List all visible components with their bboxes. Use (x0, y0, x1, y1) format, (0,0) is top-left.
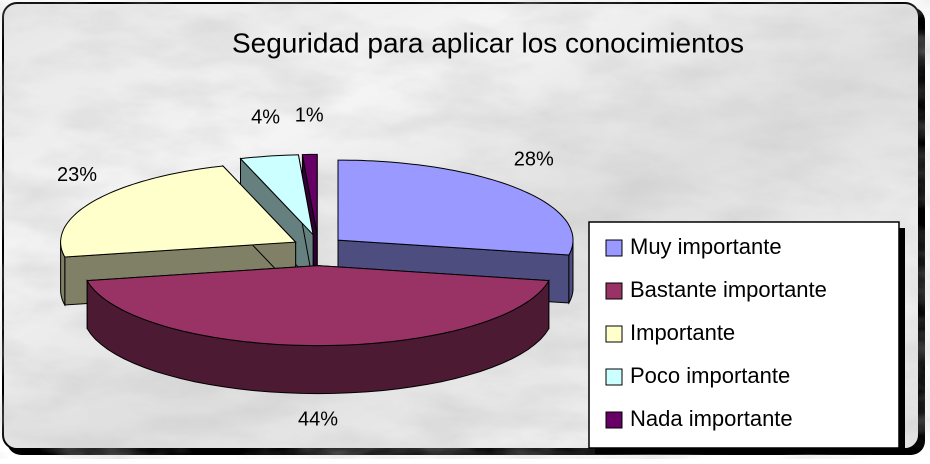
legend-label: Importante (630, 320, 735, 345)
legend-label: Muy importante (630, 234, 782, 259)
pie: 28% 44% 23% 4% 1% (57, 104, 574, 430)
legend-label: Bastante importante (630, 277, 827, 302)
chart-title: Seguridad para aplicar los conocimientos (232, 27, 744, 58)
legend-label: Poco importante (630, 363, 790, 388)
data-label: 1% (295, 104, 324, 126)
legend (588, 221, 900, 449)
legend-label: Nada importante (630, 406, 793, 431)
slice (239, 154, 314, 237)
legend-entries: Muy importante Bastante importante Importa… (605, 234, 827, 431)
slice (86, 265, 550, 347)
data-label: 23% (57, 164, 97, 186)
legend-swatch (605, 239, 623, 257)
legend-swatch (605, 411, 623, 429)
data-label: 44% (298, 408, 338, 430)
legend-swatch (605, 282, 623, 300)
slice (301, 153, 318, 235)
data-label: 28% (514, 149, 554, 171)
slice (60, 165, 297, 258)
legend-swatch (605, 368, 623, 386)
data-label: 4% (251, 106, 280, 128)
slice (337, 159, 574, 256)
legend-swatch (605, 325, 623, 343)
